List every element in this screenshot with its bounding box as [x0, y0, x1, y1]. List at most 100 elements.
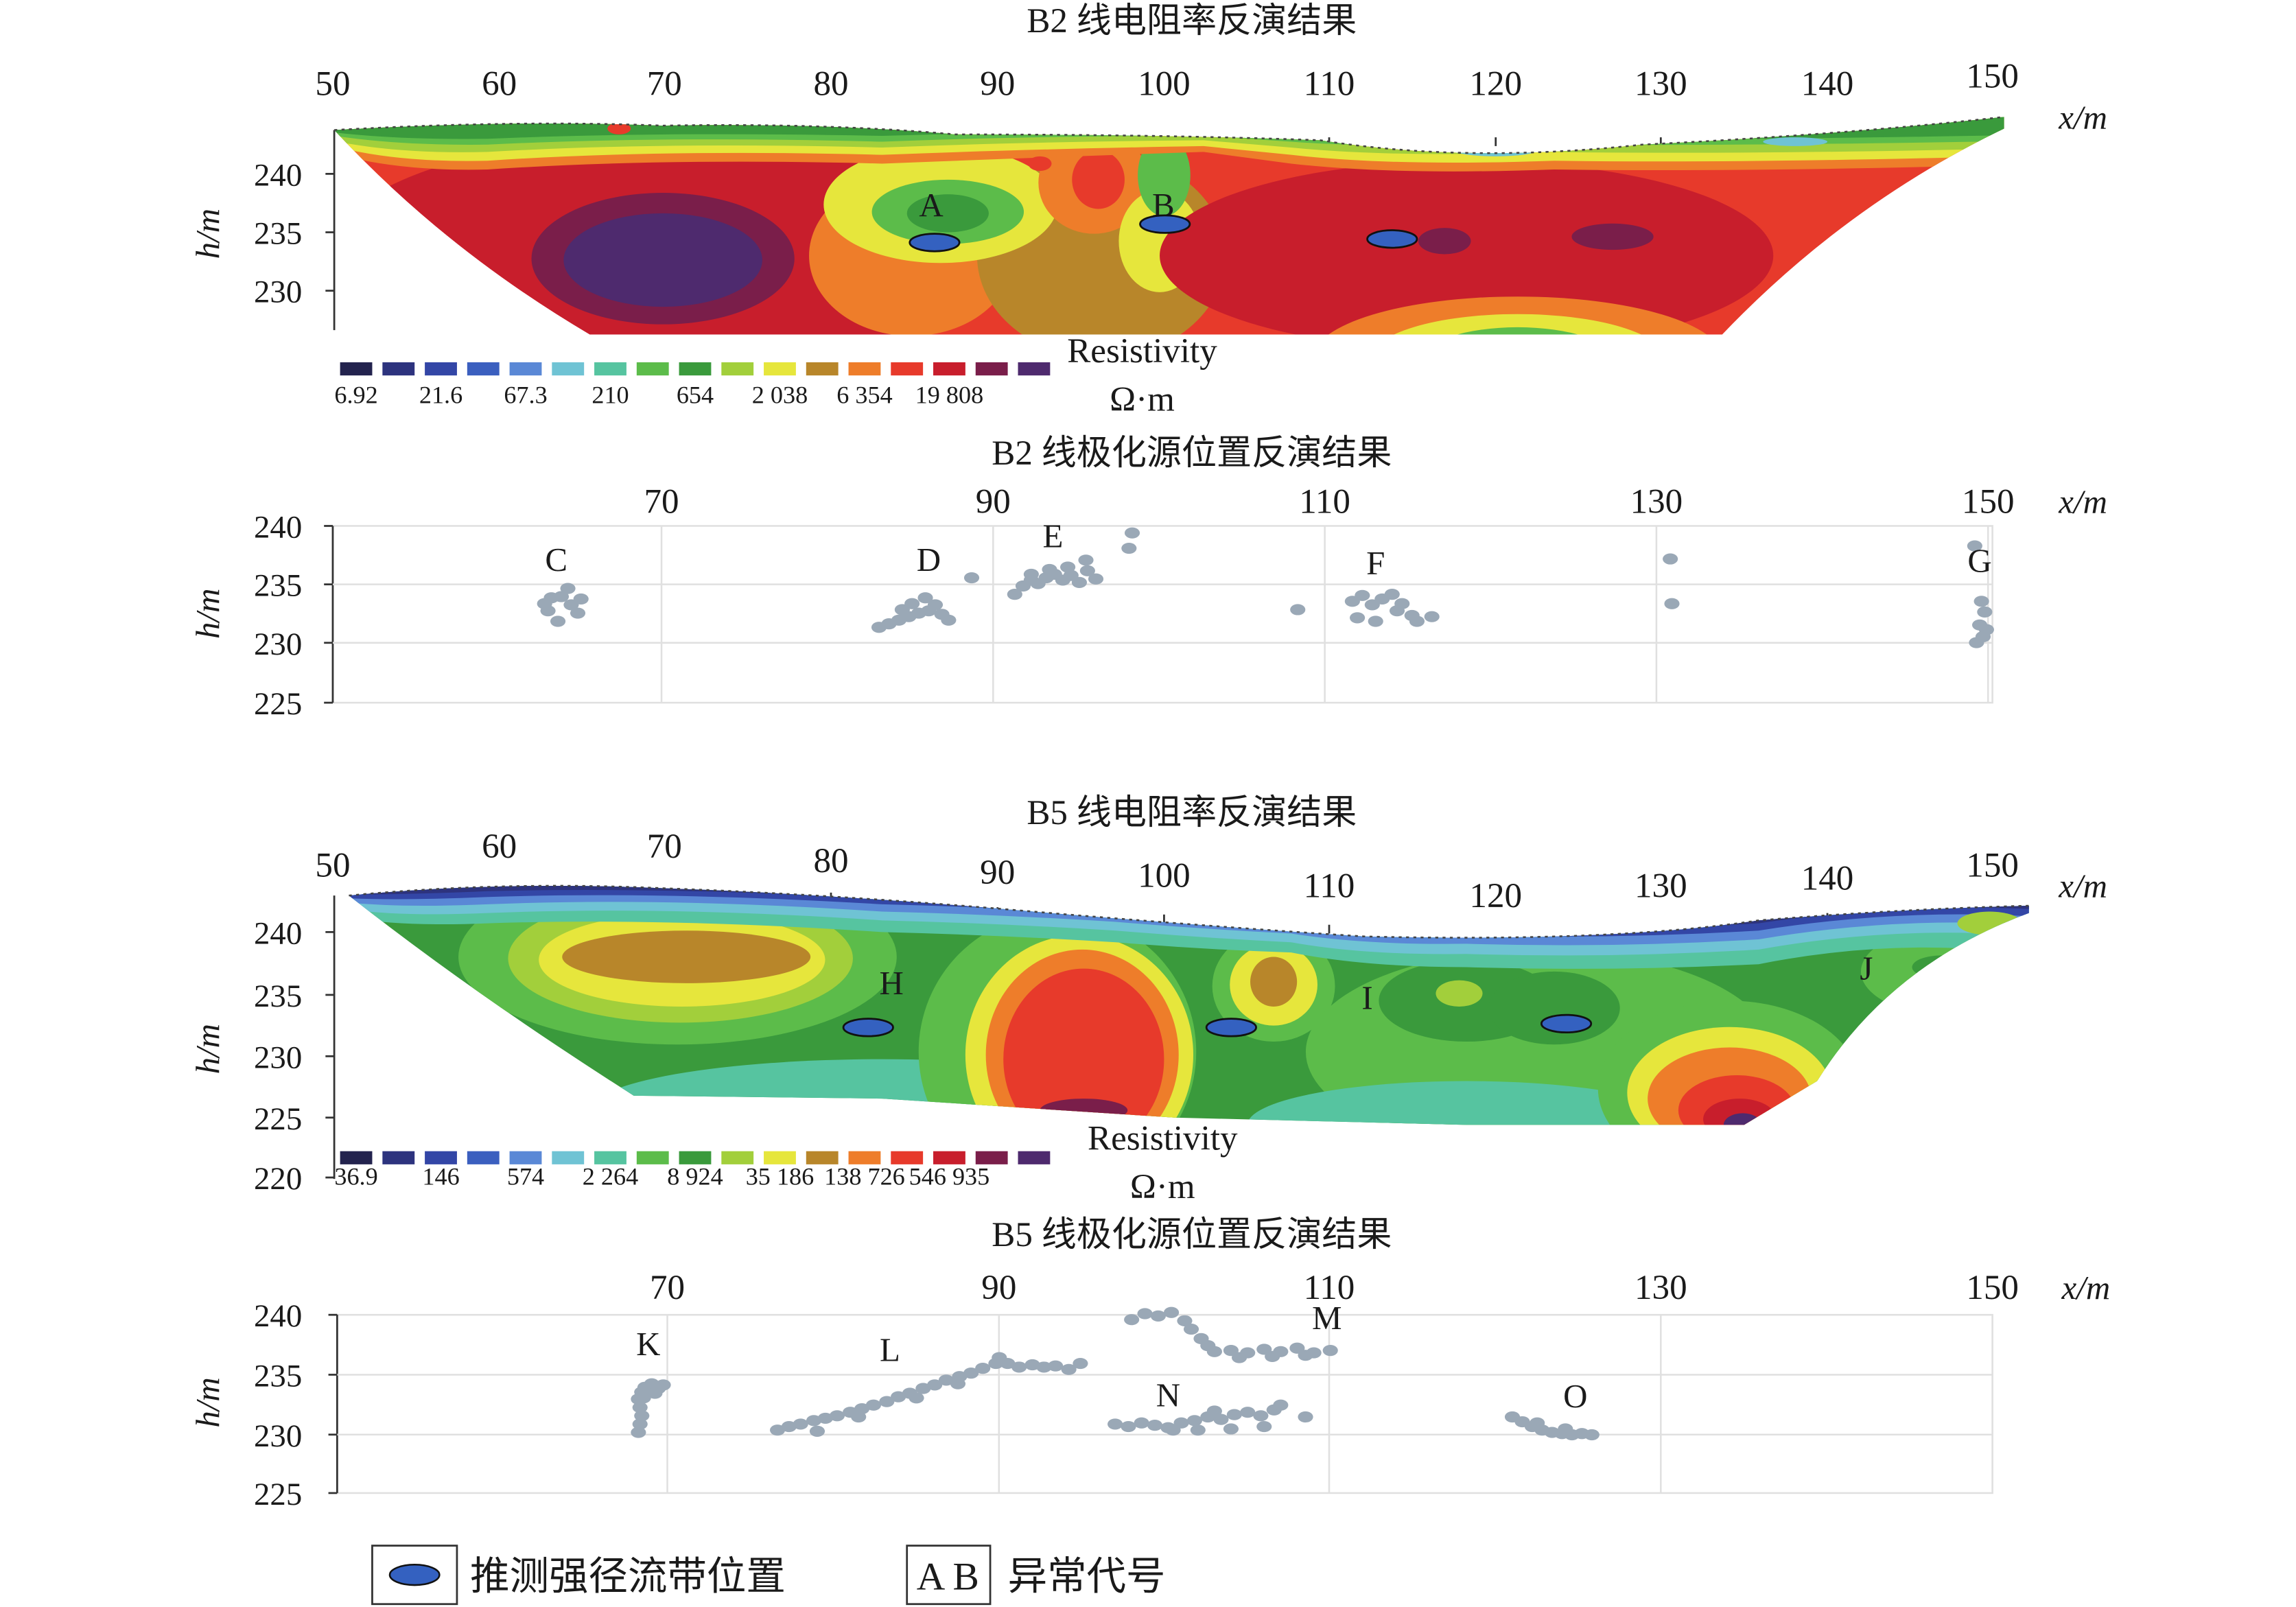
b2-ip-anomaly-label-f: F	[1366, 544, 1385, 582]
b5-resistivity-title: B5 线电阻率反演结果	[1027, 793, 1357, 832]
b2-ip-source-point	[1368, 615, 1383, 627]
b5-ip-ytick-240: 240	[254, 1298, 302, 1334]
b5-res-colorbar-swatch	[848, 1151, 881, 1164]
b5-ip-source-point	[1253, 1410, 1269, 1422]
b5-ip-source-point	[1183, 1323, 1199, 1335]
b2-ip-frame	[324, 525, 1993, 704]
b2-res-colorbar-swatch	[721, 362, 754, 376]
b5-ip-source-point	[950, 1378, 966, 1389]
b2-ip-source-point	[927, 599, 944, 611]
b5-res-anomaly-label-h: H	[879, 964, 903, 1002]
b5-ip-source-point	[909, 1392, 924, 1404]
b5-ip-source-point	[891, 1391, 906, 1403]
b2-res-colorbar-title: Resistivity	[1067, 331, 1217, 371]
b5-ip-source-point	[647, 1387, 663, 1399]
b5-res-colorbar-label: 8 924	[667, 1163, 723, 1190]
b2-ip-source-point	[1355, 589, 1370, 601]
b2-res-xtick-100: 100	[1138, 64, 1191, 103]
b5-ip-source-point	[1177, 1315, 1193, 1327]
b5-res-ytick-240: 240	[254, 915, 302, 951]
b5-ip-source-point	[1240, 1407, 1256, 1418]
b5-ip-anomaly-label-k: K	[636, 1325, 660, 1363]
b5-res-colorbar-swatch	[509, 1151, 542, 1164]
b5-ip-source-point	[1223, 1423, 1239, 1435]
b5-ip-source-point	[963, 1368, 979, 1379]
b5-ip-anomaly-labels: K L M N O	[636, 1299, 1587, 1415]
b5-res-xtick-130: 130	[1635, 866, 1687, 905]
b2-ip-source-point	[917, 592, 933, 604]
b5-res-colorbar-swatch	[679, 1151, 712, 1164]
b2-res-colorbar-unit: Ω·m	[1110, 379, 1175, 419]
b2-res-runoff-zone-1	[909, 233, 961, 253]
b2-ip-xticks: 70 90 110 130 150	[644, 482, 2014, 521]
figure-legend: 推测强径流带位置 A B 异常代号	[371, 1545, 1165, 1606]
b2-res-xtick-120: 120	[1469, 64, 1522, 103]
b2-res-colorbar-swatch	[848, 362, 881, 376]
b2-res-colorbar-swatch	[933, 362, 965, 376]
b5-ip-ytick-225: 225	[254, 1477, 302, 1512]
b5-res-xtick-70: 70	[647, 827, 682, 866]
b5-res-xtick-110: 110	[1304, 866, 1355, 905]
b2-ip-source-point	[1977, 606, 1993, 618]
b5-ip-source-point	[938, 1374, 954, 1386]
b5-ip-source-point	[829, 1410, 845, 1422]
b5-ip-source-point	[1134, 1417, 1149, 1429]
b5-ip-source-point	[817, 1412, 833, 1424]
b2-res-colorbar-swatch	[552, 362, 585, 376]
b2-res-colorbar-swatch	[340, 362, 373, 376]
b5-res-anomaly-label-i: I	[1361, 978, 1372, 1016]
b2-res-colorbar-swatch	[1018, 362, 1051, 376]
b2-ip-ytick-240: 240	[254, 510, 302, 546]
b5-res-colorbar-label: 146	[422, 1163, 459, 1190]
b2-res-colorbar-label: 6 354	[836, 382, 892, 409]
b5-ip-ytick-230: 230	[254, 1418, 302, 1454]
b5-ip-source-point	[635, 1392, 651, 1404]
b2-ip-source-point	[1967, 540, 1982, 552]
b2-ip-source-point	[1978, 624, 1994, 635]
b2-res-ytick-235: 235	[254, 216, 302, 252]
b5-ip-source-point	[1048, 1360, 1064, 1372]
b5-ip-source-point	[793, 1418, 808, 1430]
b5-res-colorbar-swatch	[340, 1151, 373, 1164]
b5-ip-source-point	[1298, 1411, 1313, 1423]
b2-ip-source-point	[537, 598, 552, 609]
b2-res-colorbar-swatch	[382, 362, 415, 376]
b2-res-y-unit: h/m	[189, 209, 226, 259]
b2-res-colorbar-label: 21.6	[419, 382, 462, 409]
b2-ip-source-point	[1042, 563, 1057, 576]
b2-res-colorbar: 6.92 21.6 67.3 210 654 2 038 6 354 19 808	[334, 362, 1051, 409]
b5-res-colorbar: 36.9 146 574 2 264 8 924 35 186 138 726 546 935	[334, 1151, 1051, 1190]
b5-ip-source-point	[634, 1410, 650, 1422]
b5-ip-xtick-130: 130	[1635, 1268, 1687, 1307]
b5-topography-line	[349, 884, 2029, 939]
b5-ip-source-point	[1186, 1415, 1202, 1427]
b2-res-xtick-70: 70	[647, 64, 682, 103]
b2-res-xtick-110: 110	[1304, 64, 1355, 103]
b5-ip-source-point	[1298, 1350, 1313, 1361]
b5-res-anomaly-labels: H I J	[879, 949, 1873, 1016]
b5-res-ytick-225: 225	[254, 1101, 302, 1137]
b5-res-ytick-230: 230	[254, 1040, 302, 1075]
b2-res-colorbar-label: 19 808	[915, 382, 984, 409]
b2-res-colorbar-swatch	[594, 362, 626, 376]
b2-ip-ytick-235: 235	[254, 568, 302, 604]
b2-res-colorbar-swatch	[975, 362, 1008, 376]
b2-ip-source-point	[560, 583, 576, 594]
b5-ip-source-point	[1190, 1424, 1206, 1436]
b2-topography-line	[334, 116, 2004, 154]
b2-res-ytick-240: 240	[254, 157, 302, 193]
b5-res-xtick-50: 50	[315, 845, 350, 884]
b2-ip-ytick-225: 225	[254, 686, 302, 722]
b5-res-xtick-100: 100	[1138, 856, 1191, 895]
b2-ip-anomaly-label-g: G	[1967, 542, 1991, 580]
b5-ip-yticks: 240 235 230 225	[254, 1298, 302, 1512]
b2-ip-source-point	[1023, 568, 1039, 580]
legend-code-box-text: A B	[917, 1555, 979, 1598]
b2-ip-source-point	[1973, 596, 1989, 607]
legend-code-box	[906, 1545, 992, 1606]
b2-ip-source-point	[1124, 527, 1140, 539]
b5-res-colorbar-label: 2 264	[583, 1163, 638, 1190]
b5-ip-source-point	[1206, 1405, 1222, 1417]
b2-ip-title: B2 线极化源位置反演结果	[992, 434, 1392, 473]
b2-ip-source-point	[1384, 589, 1400, 600]
